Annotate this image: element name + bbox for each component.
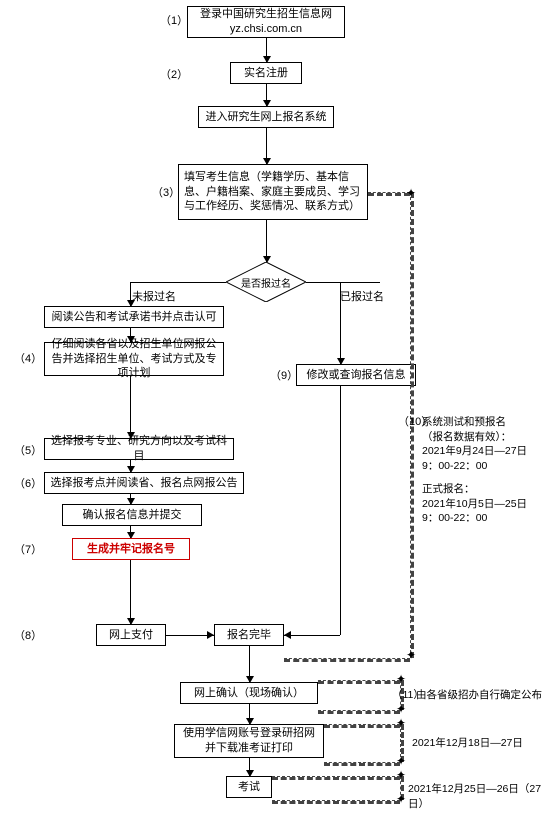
step-label-9: （9） [270, 369, 298, 383]
select-major-text: 选择报考专业、研究方向以及考试科目 [50, 434, 228, 464]
box-login: 登录中国研究生招生信息网 yz.chsi.com.cn [187, 6, 345, 38]
star-icon: ✦ [396, 792, 406, 806]
note-prereg-time: 9：00-22：00 [422, 460, 487, 472]
star-icon: ✦ [406, 648, 416, 662]
box-pay-online: 网上支付 [96, 624, 166, 646]
star-icon: ✦ [396, 702, 406, 716]
note-prereg-sub: （报名数据有效）： [422, 431, 511, 443]
arrow [249, 704, 250, 724]
exam-text: 考试 [238, 780, 260, 795]
step-label-7: （7） [14, 543, 42, 557]
dash [318, 680, 400, 684]
note-formal-date: 2021年10月5日—25日 [422, 498, 527, 510]
read-notice-text: 阅读公告和考试承诺书并点击认可 [52, 310, 217, 325]
pay-online-text: 网上支付 [109, 628, 153, 643]
branch-no-label: 未报过名 [132, 290, 176, 304]
confirm-submit-text: 确认报名信息并提交 [83, 508, 182, 523]
arrow-left-head [284, 631, 291, 639]
box-exam: 考试 [226, 776, 272, 798]
dash [324, 762, 400, 766]
box-select-site: 选择报考点并阅读省、报名点网报公告 [44, 472, 244, 494]
arrow [266, 38, 267, 62]
step-label-4: （4） [14, 352, 42, 366]
line [306, 282, 380, 283]
line [340, 386, 341, 635]
note-prereg: 系统测试和预报名 （报名数据有效）： 2021年9月24日—27日 9：00-2… [422, 415, 542, 474]
select-site-text: 选择报考点并阅读省、报名点网报公告 [51, 476, 238, 491]
decision-diamond: 是否报过名 [226, 262, 306, 302]
decision-text: 是否报过名 [226, 262, 306, 302]
read-province-text: 仔细阅读各省以及招生单位网报公告并选择招生单位、考试方式及专项计划 [50, 337, 218, 382]
step-label-3: （3） [152, 186, 180, 200]
star-icon: ✦ [396, 754, 406, 768]
step-label-1: （1） [160, 14, 188, 28]
dash [284, 658, 410, 662]
box-fill-info: 填写考生信息（学籍学历、基本信息、户籍档案、家庭主要成员、学习与工作经历、奖惩情… [178, 164, 368, 220]
note-prereg-date: 2021年9月24日—27日 [422, 445, 527, 457]
box-register: 实名注册 [230, 62, 302, 84]
download-ticket-text: 使用学信网账号登录研招网并下载准考证打印 [180, 726, 318, 756]
box-reg-done: 报名完毕 [214, 624, 284, 646]
arrow [130, 526, 131, 538]
note-formal-title: 正式报名： [422, 483, 475, 495]
note-province-publish: 由各省级招办自行确定公布 [416, 688, 546, 703]
star-icon: ✦ [406, 186, 416, 200]
star-icon: ✦ [396, 716, 406, 730]
arrow [249, 758, 250, 776]
dash [272, 800, 400, 804]
branch-yes-label: 已报过名 [340, 290, 384, 304]
box-confirm-submit: 确认报名信息并提交 [62, 504, 202, 526]
flowchart-canvas: （1） 登录中国研究生招生信息网 yz.chsi.com.cn （2） 实名注册… [0, 0, 550, 828]
note-prereg-title: 系统测试和预报名 [422, 416, 506, 428]
star-icon: ✦ [396, 672, 406, 686]
line [130, 282, 131, 300]
box-read-notice: 阅读公告和考试承诺书并点击认可 [44, 306, 224, 328]
enter-system-text: 进入研究生网上报名系统 [206, 110, 327, 125]
register-text: 实名注册 [244, 66, 288, 81]
box-download-ticket: 使用学信网账号登录研招网并下载准考证打印 [174, 724, 324, 758]
note-formal-time: 9：00-22：00 [422, 512, 487, 524]
box-onsite-confirm: 网上确认（现场确认） [180, 682, 318, 704]
modify-query-text: 修改或查询报名信息 [307, 368, 406, 383]
step-label-5: （5） [14, 444, 42, 458]
star-icon: ✦ [396, 768, 406, 782]
arrow [266, 128, 267, 164]
box-read-province: 仔细阅读各省以及招生单位网报公告并选择招生单位、考试方式及专项计划 [44, 342, 224, 376]
arrow [266, 84, 267, 106]
note-exam-date: 2021年12月25日—26日（27日） [408, 782, 548, 811]
box-select-major: 选择报考专业、研究方向以及考试科目 [44, 438, 234, 460]
arrow [249, 646, 250, 682]
reg-done-text: 报名完毕 [227, 628, 271, 643]
arrow [130, 494, 131, 504]
box-modify-query: 修改或查询报名信息 [296, 364, 416, 386]
gen-number-text: 生成并牢记报名号 [87, 542, 175, 557]
login-url: yz.chsi.com.cn [230, 22, 302, 37]
arrow [130, 560, 131, 624]
line [284, 635, 340, 636]
line [340, 282, 341, 358]
arrow-right-head [207, 631, 214, 639]
step-label-6: （6） [14, 477, 42, 491]
login-title: 登录中国研究生招生信息网 [200, 7, 332, 22]
dash [324, 724, 400, 728]
box-enter-system: 进入研究生网上报名系统 [198, 106, 334, 128]
dash [318, 710, 400, 714]
onsite-confirm-text: 网上确认（现场确认） [194, 686, 304, 701]
arrow [266, 220, 267, 262]
arrow [130, 460, 131, 472]
step-label-2: （2） [160, 68, 188, 82]
step-label-8: （8） [14, 629, 42, 643]
line [130, 282, 226, 283]
dash [272, 776, 400, 780]
dash [368, 192, 410, 196]
note-formal: 正式报名： 2021年10月5日—25日 9：00-22：00 [422, 482, 542, 526]
note-ticket-date: 2021年12月18日—27日 [412, 736, 542, 751]
fill-info-text: 填写考生信息（学籍学历、基本信息、户籍档案、家庭主要成员、学习与工作经历、奖惩情… [184, 170, 362, 215]
box-gen-number: 生成并牢记报名号 [72, 538, 190, 560]
arrow [130, 376, 131, 438]
